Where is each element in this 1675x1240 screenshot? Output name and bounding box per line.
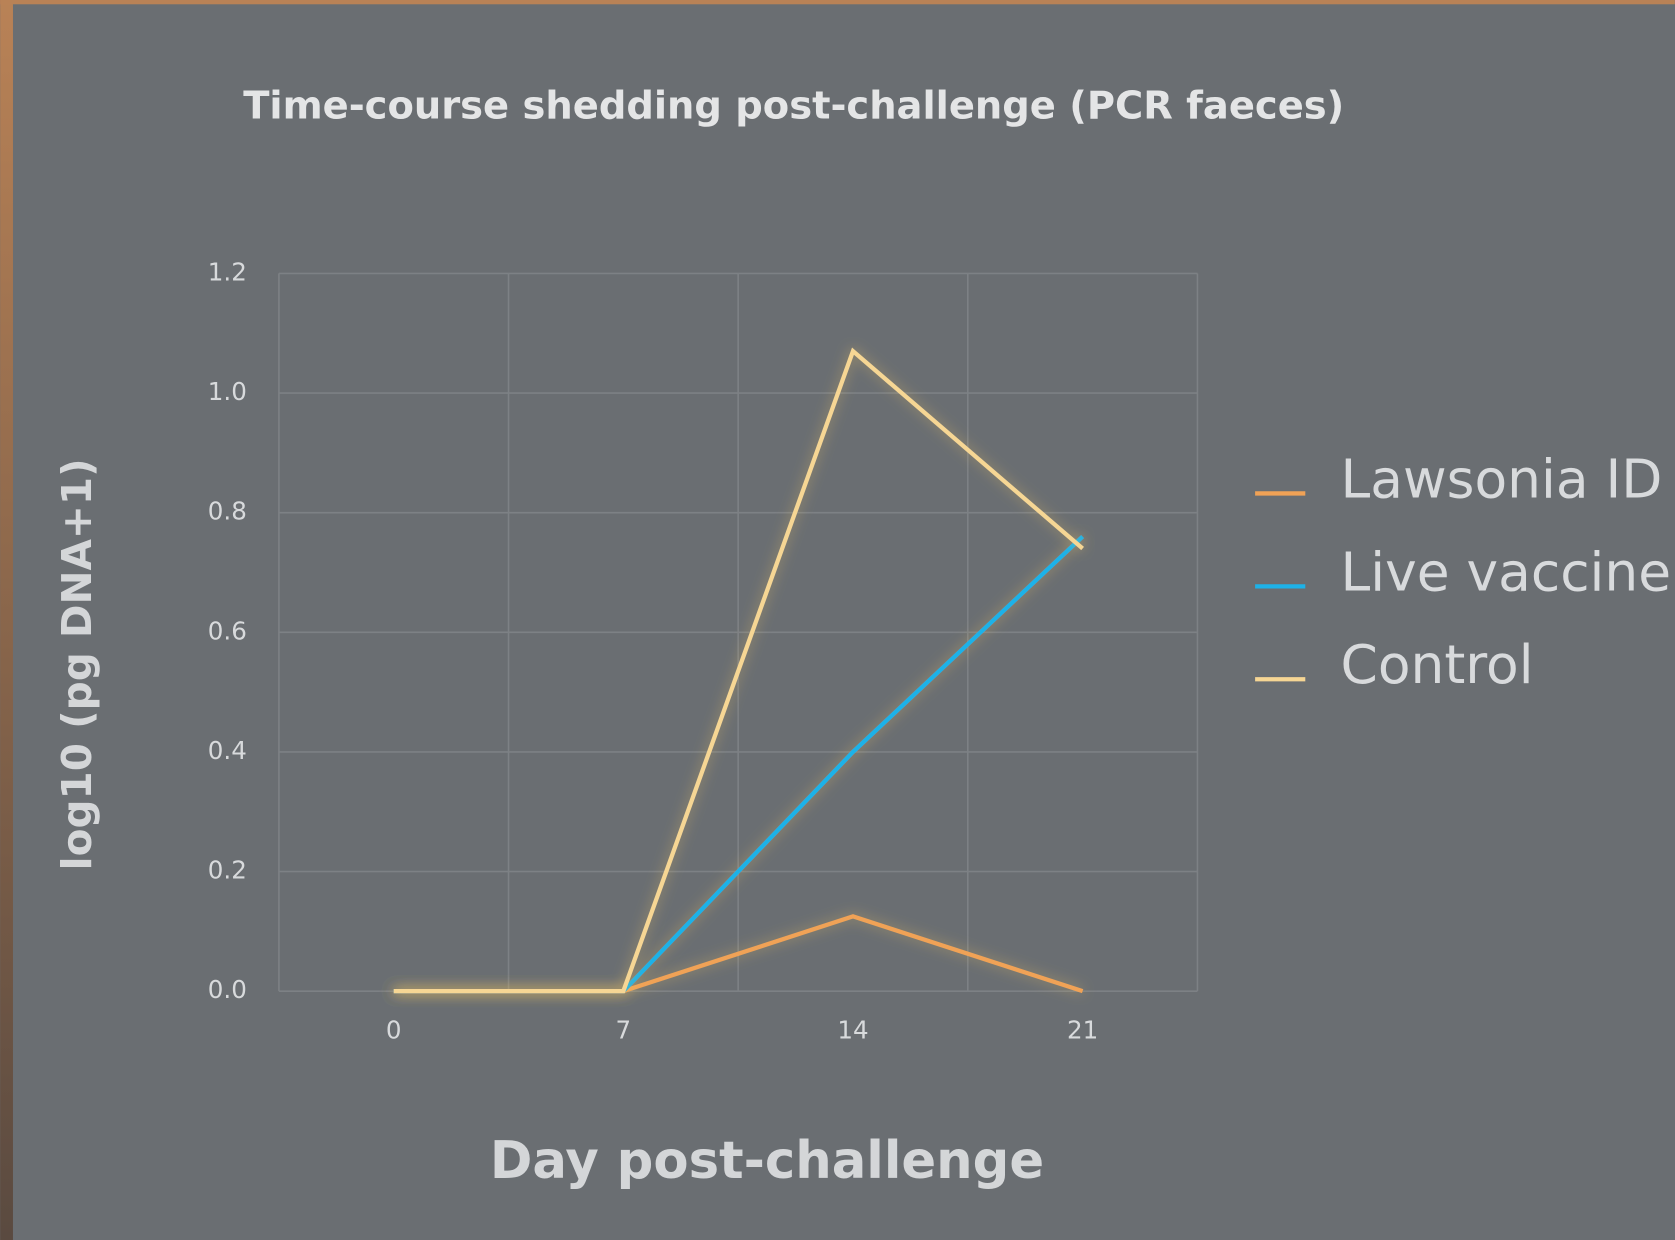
legend-label: Lawsonia ID (1341, 447, 1663, 510)
frame-edge (0, 0, 1675, 5)
x-axis-label: Day post-challenge (490, 1131, 1044, 1191)
y-tick-label: 0.6 (208, 616, 247, 645)
y-tick-label: 1.2 (208, 257, 247, 286)
y-axis-label: log10 (pg DNA+1) (53, 458, 101, 870)
y-tick-label: 0.8 (208, 497, 247, 526)
x-tick-label: 0 (386, 1016, 402, 1045)
legend-label: Live vaccine (1341, 540, 1672, 603)
y-tick-label: 0.0 (208, 975, 247, 1004)
x-tick-label: 14 (837, 1016, 868, 1045)
frame-edge (0, 0, 13, 1240)
chart-title: Time-course shedding post-challenge (PCR… (243, 83, 1344, 128)
legend-label: Control (1341, 633, 1534, 696)
x-tick-label: 7 (616, 1016, 632, 1045)
x-tick-label: 21 (1067, 1016, 1098, 1045)
y-tick-label: 0.2 (208, 856, 247, 885)
series-line (393, 347, 1085, 994)
y-tick-label: 1.0 (208, 377, 247, 406)
y-tick-label: 0.4 (208, 736, 247, 765)
